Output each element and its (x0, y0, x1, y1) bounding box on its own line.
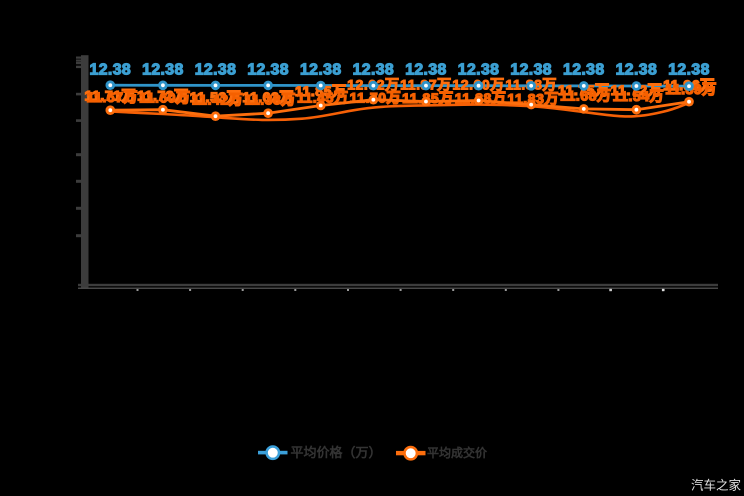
svg-text:12.38: 12.38 (616, 61, 658, 78)
svg-text:平均价格（万）: 平均价格（万） (291, 445, 382, 460)
svg-text:12.38: 12.38 (668, 61, 710, 78)
svg-text:12.38: 12.38 (353, 61, 395, 78)
svg-text:11.62万: 11.62万 (242, 89, 294, 105)
svg-text:12.38: 12.38 (563, 61, 605, 78)
svg-text:12.38: 12.38 (247, 61, 289, 78)
svg-text:11.54万: 11.54万 (613, 88, 665, 104)
svg-text:11.42万: 11.42万 (192, 92, 244, 108)
svg-text:11.68万: 11.68万 (560, 88, 612, 104)
svg-text:平均成交价: 平均成交价 (427, 445, 487, 460)
svg-text:11.53万: 11.53万 (190, 89, 242, 105)
svg-text:12.38: 12.38 (405, 61, 447, 78)
svg-text:11.71万: 11.71万 (85, 88, 137, 104)
svg-text:11.38万: 11.38万 (244, 92, 296, 108)
svg-text:11.45万: 11.45万 (297, 90, 349, 106)
svg-text:11.67万: 11.67万 (87, 89, 139, 105)
svg-text:12.38: 12.38 (300, 61, 342, 78)
svg-text:12.38: 12.38 (510, 61, 552, 78)
svg-text:11.60万: 11.60万 (139, 90, 191, 106)
svg-text:12.38: 12.38 (458, 61, 500, 78)
svg-text:12.38: 12.38 (90, 61, 132, 78)
svg-text:11.85万: 11.85万 (295, 83, 347, 99)
svg-text:汽车之家: 汽车之家 (691, 478, 742, 493)
svg-text:12.38: 12.38 (142, 61, 184, 78)
svg-text:12.38: 12.38 (195, 61, 237, 78)
svg-text:11.72万: 11.72万 (137, 88, 189, 104)
